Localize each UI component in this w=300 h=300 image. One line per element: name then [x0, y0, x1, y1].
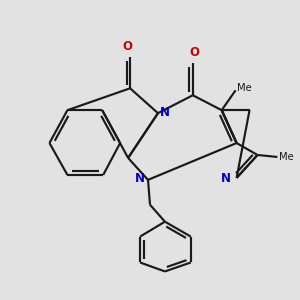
Text: O: O — [122, 40, 132, 53]
Text: O: O — [189, 46, 199, 59]
Text: N: N — [160, 106, 170, 119]
Text: Me: Me — [279, 152, 294, 162]
Text: N: N — [135, 172, 145, 185]
Text: N: N — [221, 172, 231, 185]
Text: Me: Me — [237, 83, 252, 93]
